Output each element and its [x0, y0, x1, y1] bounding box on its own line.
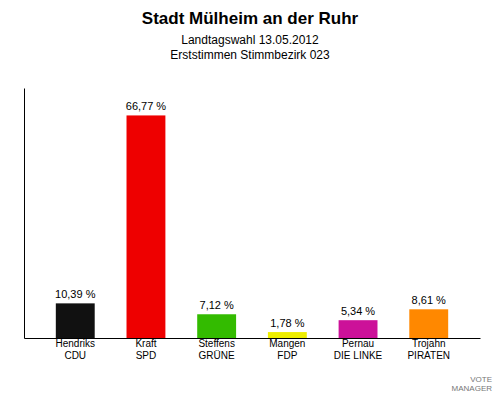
x-tick: PernauDIE LINKE	[334, 338, 383, 361]
x-tick-label: PernauDIE LINKE	[334, 338, 383, 361]
text-line: Trojahn	[412, 338, 446, 349]
x-tick: KraftSPD	[135, 338, 156, 361]
data-label: 7,12 %	[200, 299, 234, 311]
title: Stadt Mülheim an der Ruhr	[142, 9, 359, 28]
bar	[197, 314, 236, 338]
data-labels: 10,39 % 66,77 % 7,12 % 1,78 % 5,34 % 8,61 %	[55, 100, 446, 329]
bar	[339, 320, 378, 338]
data-label: 8,61 %	[412, 294, 446, 306]
y-axis-line	[24, 89, 25, 339]
bars	[56, 115, 448, 338]
text-line: Mangen	[269, 338, 305, 349]
text-line: Kraft	[135, 338, 156, 349]
data-label: 1,78 %	[270, 317, 304, 329]
x-tick-label: MangenFDP	[269, 338, 305, 361]
x-tick-label: KraftSPD	[135, 338, 156, 361]
data-label: 66,77 %	[126, 100, 167, 112]
x-tick-label: SteffensGRÜNE	[198, 338, 235, 361]
text-line: MANAGER	[452, 384, 493, 393]
x-tick-label: HendriksCDU	[56, 338, 95, 361]
annotation: VOTEMANAGER	[452, 375, 493, 393]
x-axis: HendriksCDU KraftSPD SteffensGRÜNE MangenFD…	[25, 338, 481, 361]
bar	[127, 115, 166, 338]
data-label: 10,39 %	[55, 288, 96, 300]
x-tick: MangenFDP	[269, 338, 305, 361]
text-line: GRÜNE	[199, 350, 235, 361]
x-tick-label: TrojahnPIRATEN	[407, 338, 450, 361]
plot: 10,39 % 66,77 % 7,12 % 1,78 % 5,34 % 8,61 % He…	[25, 89, 481, 361]
text-line: Pernau	[342, 338, 374, 349]
text-line: CDU	[64, 350, 86, 361]
text-line: PIRATEN	[407, 350, 450, 361]
bar	[56, 303, 95, 338]
y-axis	[24, 89, 25, 339]
x-tick: TrojahnPIRATEN	[407, 338, 450, 361]
subtitle: Landtagswahl 13.05.2012Erststimmen Stimm…	[170, 33, 330, 62]
text-line: Erststimmen Stimmbezirk 023	[170, 48, 330, 62]
x-tick: SteffensGRÜNE	[198, 338, 235, 361]
text-line: Landtagswahl 13.05.2012	[181, 33, 319, 47]
text-line: VOTE	[470, 375, 492, 384]
text-line: FDP	[277, 350, 297, 361]
text-line: DIE LINKE	[334, 350, 383, 361]
x-tick: HendriksCDU	[56, 338, 95, 361]
chart: Stadt Mülheim an der Ruhr Landtagswahl 13…	[0, 0, 500, 400]
text-line: Steffens	[198, 338, 235, 349]
text-line: Hendriks	[56, 338, 95, 349]
data-label: 5,34 %	[341, 305, 375, 317]
bar	[409, 309, 448, 338]
text-line: SPD	[136, 350, 157, 361]
